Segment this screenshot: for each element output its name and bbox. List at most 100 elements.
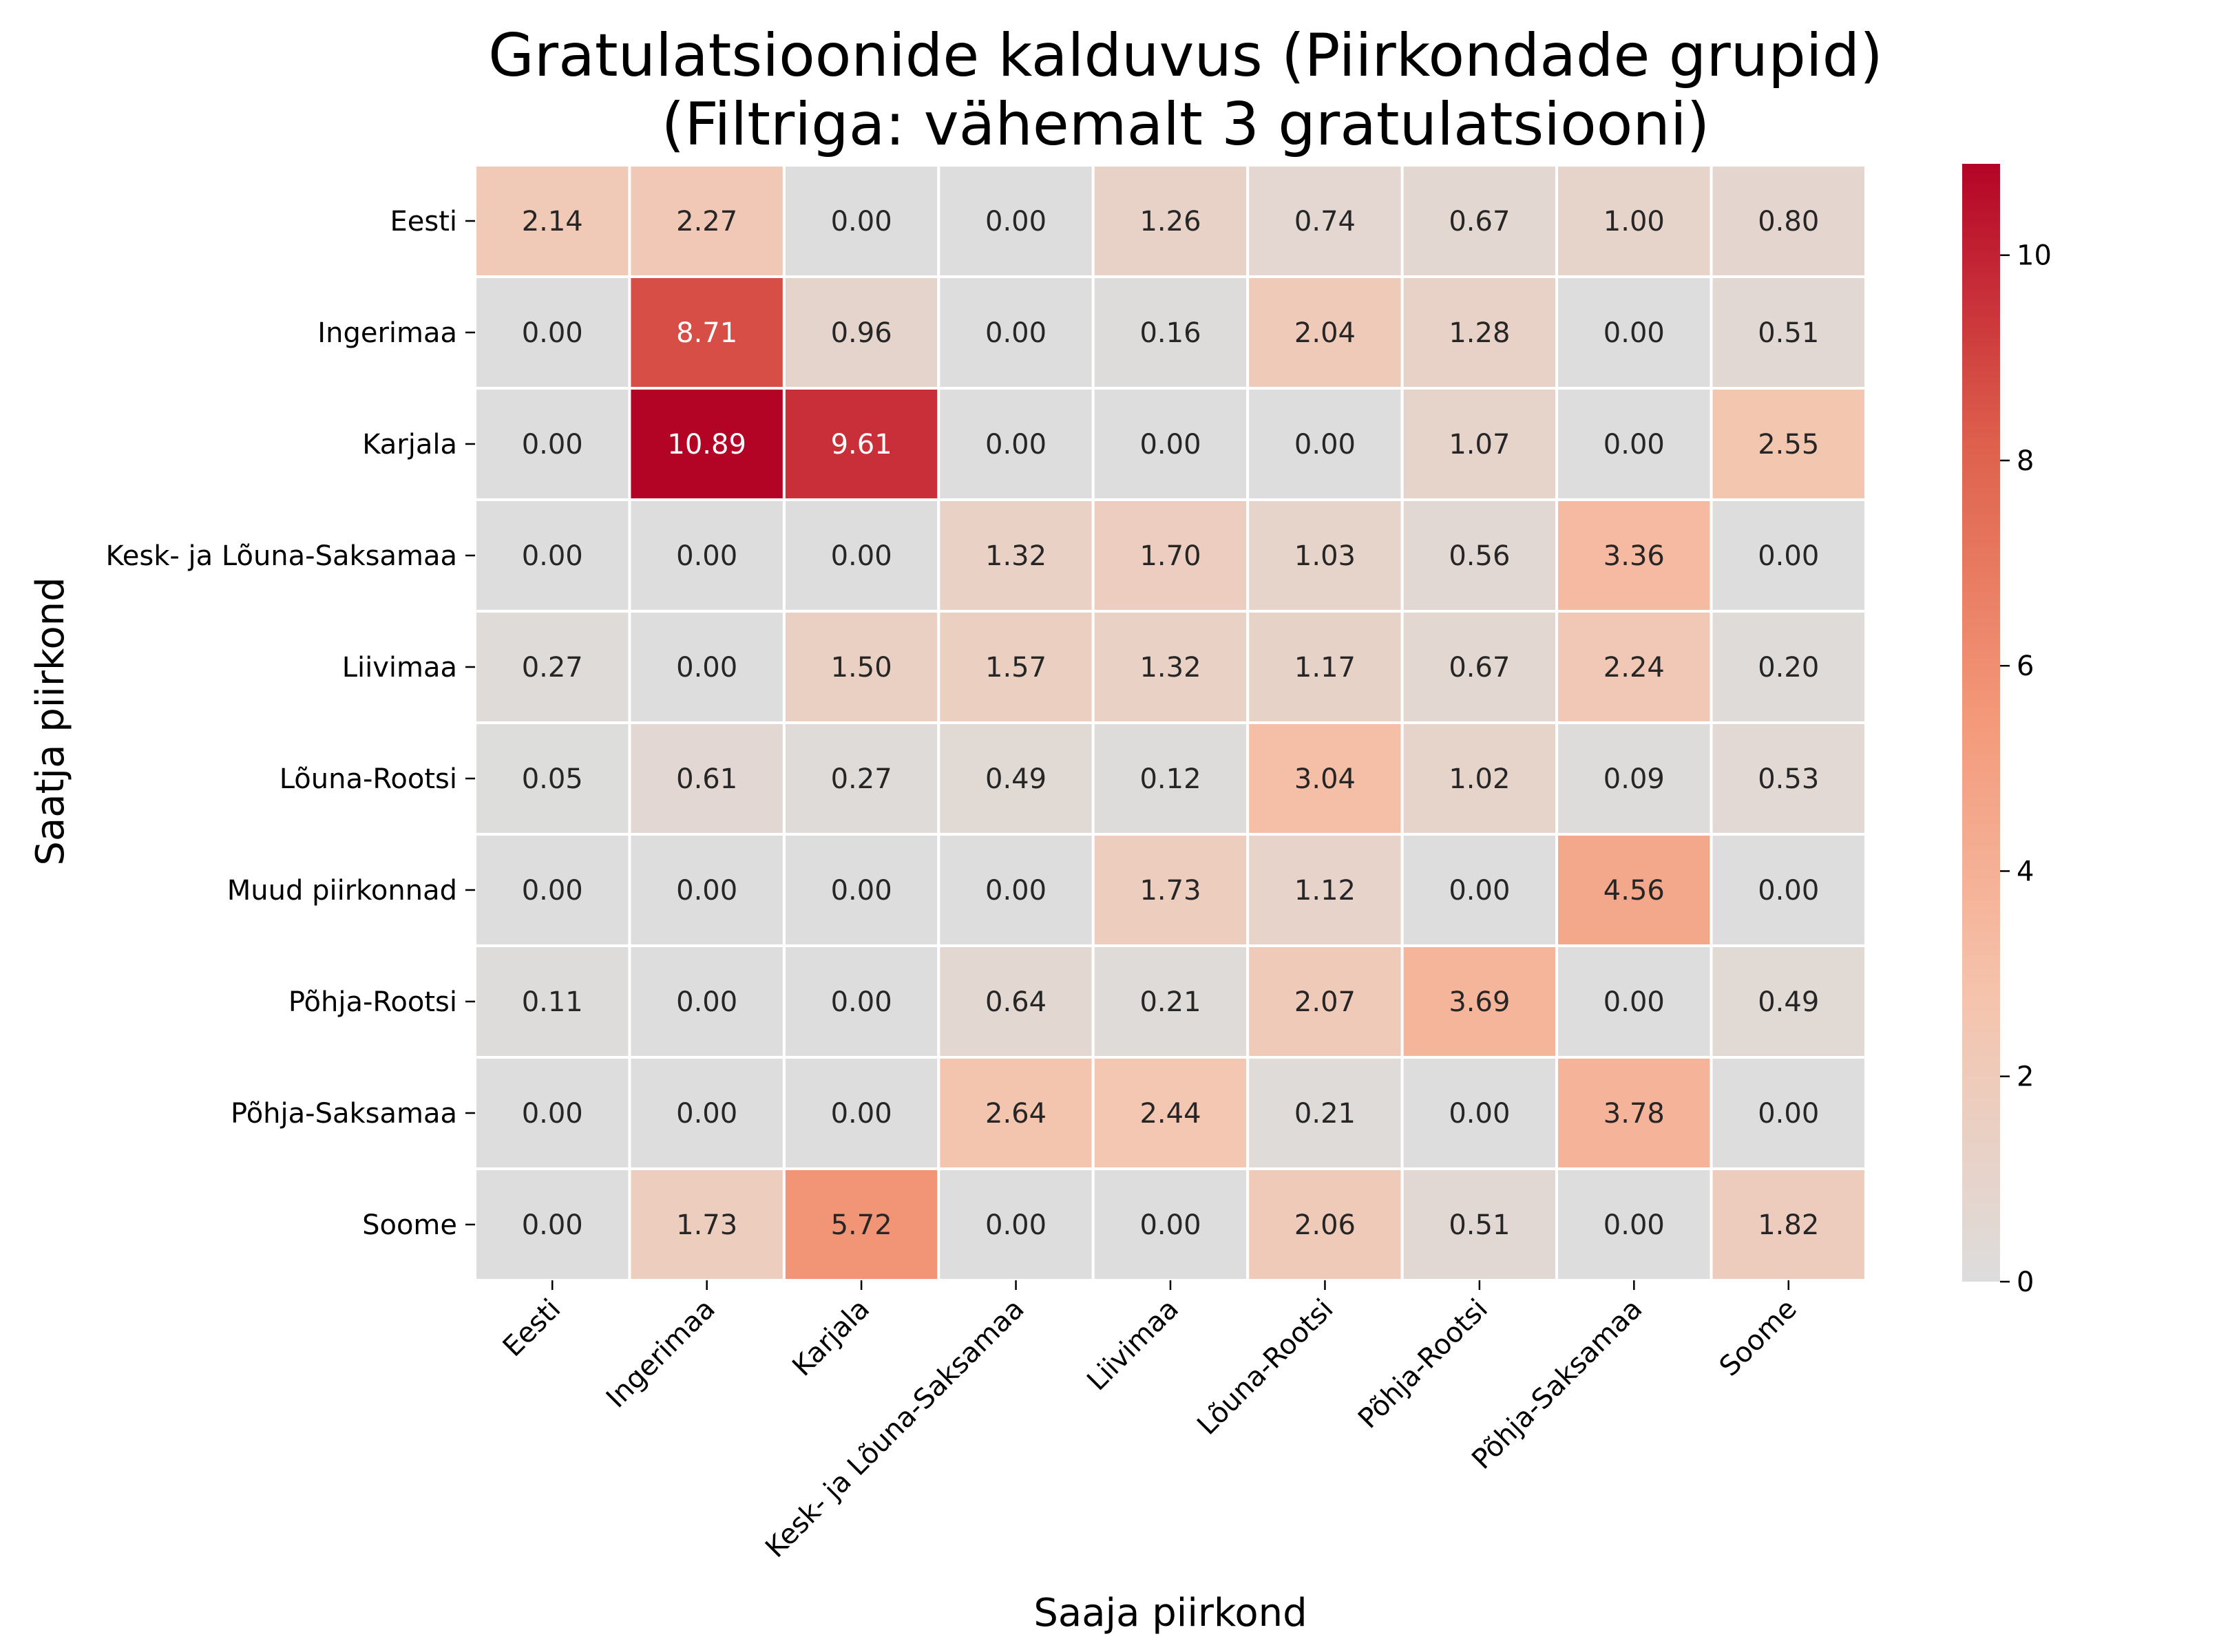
heatmap-cell xyxy=(782,387,940,501)
cell-value-label: 0.00 xyxy=(985,875,1046,907)
heatmap-cell xyxy=(628,721,786,836)
heatmap-cell xyxy=(1246,721,1404,836)
cell-value-label: 0.12 xyxy=(1139,763,1201,795)
cell-value-label: 0.21 xyxy=(1139,986,1201,1018)
cell-value-label: 0.00 xyxy=(1758,875,1819,907)
cell-value-label: 0.80 xyxy=(1758,206,1819,237)
cell-value-label: 0.00 xyxy=(1603,429,1665,460)
heatmap-cell xyxy=(782,944,940,1059)
heatmap-cell xyxy=(1710,1167,1868,1282)
heatmap-cell xyxy=(628,164,786,278)
y-tick-label: Ingerimaa xyxy=(317,317,457,349)
cell-value-label: 0.00 xyxy=(676,652,737,684)
cell-value-label: 0.49 xyxy=(985,763,1046,795)
heatmap-cell xyxy=(1710,387,1868,501)
cell-value-label: 4.56 xyxy=(1603,875,1665,907)
cell-value-label: 0.00 xyxy=(985,429,1046,460)
cell-value-label: 0.67 xyxy=(1449,652,1510,684)
cell-value-label: 1.12 xyxy=(1294,875,1356,907)
colorbar-tick-label: 10 xyxy=(2017,240,2052,272)
colorbar-tick-label: 2 xyxy=(2017,1061,2034,1093)
y-axis-ticks: Eesti Ingerimaa Karjala Kesk- ja Lõuna-Saks… xyxy=(106,206,475,1241)
cell-value-label: 1.73 xyxy=(1139,875,1201,907)
cell-value-label: 0.00 xyxy=(831,1098,892,1130)
x-tick-label: Karjala xyxy=(786,1293,876,1383)
heatmap-cell xyxy=(1400,1056,1559,1170)
cell-value-label: 0.51 xyxy=(1449,1209,1510,1241)
chart-title: Gratulatsioonide kalduvus (Piirkondade g… xyxy=(488,21,1883,90)
heatmap-cell xyxy=(937,721,1095,836)
heatmap-cell xyxy=(628,498,786,613)
heatmap-cell xyxy=(1091,275,1250,390)
heatmap-cell xyxy=(474,275,631,390)
heatmap-cell xyxy=(782,610,940,724)
cell-value-label: 0.96 xyxy=(831,317,892,349)
heatmap-cell xyxy=(1710,610,1868,724)
x-tick-label: Ingerimaa xyxy=(600,1293,722,1415)
heatmap-cell xyxy=(474,833,631,947)
cell-value-label: 0.21 xyxy=(1294,1098,1356,1130)
cell-value-label: 1.73 xyxy=(676,1209,737,1241)
y-axis-label: Saatja piirkond xyxy=(28,577,73,865)
heatmap-cell xyxy=(937,1056,1095,1170)
x-tick-label: Lõuna-Rootsi xyxy=(1191,1293,1339,1441)
cell-value-label: 0.00 xyxy=(985,1209,1046,1241)
colorbar-tick-label: 4 xyxy=(2017,856,2034,887)
cell-value-label: 0.20 xyxy=(1758,652,1819,684)
cell-value-label: 0.05 xyxy=(522,763,583,795)
heatmap-cell xyxy=(1400,1167,1559,1282)
cell-value-label: 1.03 xyxy=(1294,540,1356,572)
cell-value-label: 0.00 xyxy=(1758,540,1819,572)
x-tick-label: Eesti xyxy=(497,1293,567,1363)
cell-value-label: 0.16 xyxy=(1139,317,1201,349)
y-tick-label: Eesti xyxy=(390,206,457,237)
cell-value-label: 0.51 xyxy=(1758,317,1819,349)
cell-value-label: 0.00 xyxy=(522,1209,583,1241)
cell-value-label: 0.00 xyxy=(1449,1098,1510,1130)
heatmap-cell xyxy=(1400,275,1559,390)
cell-value-label: 2.14 xyxy=(522,206,583,237)
cell-value-label: 0.00 xyxy=(985,317,1046,349)
cell-value-label: 0.64 xyxy=(985,986,1046,1018)
cell-value-label: 3.36 xyxy=(1603,540,1665,572)
cell-value-label: 0.00 xyxy=(676,875,737,907)
cell-value-label: 2.04 xyxy=(1294,317,1356,349)
heatmap-cell xyxy=(628,833,786,947)
y-tick-label: Lõuna-Rootsi xyxy=(280,763,457,795)
cell-value-label: 2.27 xyxy=(676,206,737,237)
cell-value-label: 2.24 xyxy=(1603,652,1665,684)
cell-value-label: 0.11 xyxy=(522,986,583,1018)
heatmap-cell xyxy=(474,1056,631,1170)
cell-value-label: 2.55 xyxy=(1758,429,1819,460)
heatmap-cell xyxy=(1246,1167,1404,1282)
cell-value-label: 3.04 xyxy=(1294,763,1356,795)
cell-value-label: 0.56 xyxy=(1449,540,1510,572)
cell-value-label: 0.00 xyxy=(522,875,583,907)
cell-value-label: 0.53 xyxy=(1758,763,1819,795)
heatmap-cell xyxy=(1555,1167,1713,1282)
chart-subtitle: (Filtriga: vähemalt 3 gratulatsiooni) xyxy=(662,90,1710,159)
cell-value-label: 5.72 xyxy=(831,1209,892,1241)
cell-value-label: 0.00 xyxy=(1449,875,1510,907)
heatmap-cell xyxy=(628,1056,786,1170)
heatmap-cell xyxy=(782,721,940,836)
cell-value-label: 0.00 xyxy=(1139,429,1201,460)
colorbar-gradient xyxy=(1962,164,2000,1282)
heatmap-cell xyxy=(628,387,786,501)
heatmap-cell xyxy=(1246,1056,1404,1170)
cell-value-label: 1.17 xyxy=(1294,652,1356,684)
cell-value-label: 0.00 xyxy=(676,1098,737,1130)
x-tick-label: Põhja-Saksamaa xyxy=(1466,1293,1648,1476)
heatmap-cell xyxy=(474,387,631,501)
heatmap-cell xyxy=(1710,944,1868,1059)
heatmap-cell xyxy=(937,498,1095,613)
heatmap-cell xyxy=(937,944,1095,1059)
cell-value-label: 1.50 xyxy=(831,652,892,684)
x-tick-label: Liivimaa xyxy=(1081,1293,1185,1397)
colorbar-tick-label: 6 xyxy=(2017,650,2034,682)
cell-value-label: 2.07 xyxy=(1294,986,1356,1018)
cell-value-label: 1.32 xyxy=(985,540,1046,572)
heatmap-cell xyxy=(1091,944,1250,1059)
cell-value-label: 1.32 xyxy=(1139,652,1201,684)
heatmap-cell xyxy=(474,164,631,278)
